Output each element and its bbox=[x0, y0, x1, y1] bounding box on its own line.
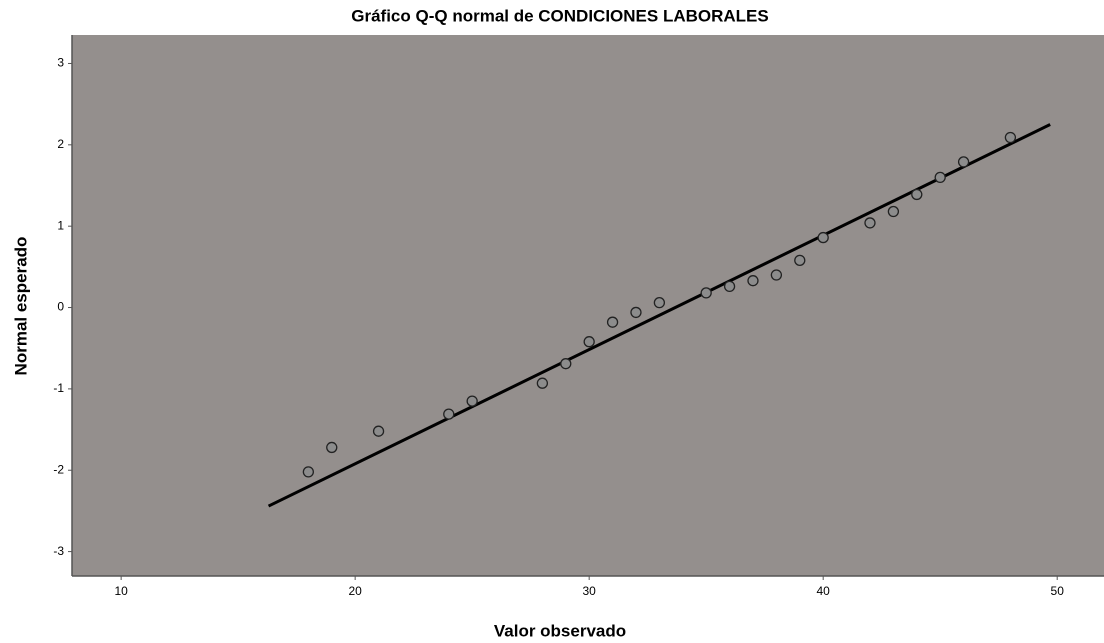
point bbox=[466, 395, 478, 407]
point bbox=[700, 287, 712, 299]
point bbox=[653, 297, 666, 309]
point bbox=[606, 316, 619, 328]
point bbox=[536, 377, 549, 389]
y-tick-label: -3 bbox=[53, 544, 64, 558]
point bbox=[747, 275, 759, 287]
point bbox=[911, 188, 923, 201]
point bbox=[1004, 131, 1017, 144]
x-axis-label: Valor observado bbox=[494, 621, 626, 640]
point bbox=[770, 269, 783, 281]
x-tick-label: 30 bbox=[582, 584, 596, 598]
y-tick-label: 1 bbox=[57, 218, 64, 232]
point bbox=[957, 156, 970, 168]
y-tick-label: 0 bbox=[57, 300, 64, 314]
chart-title: Gráfico Q-Q normal de CONDICIONES LABORA… bbox=[351, 6, 769, 25]
point bbox=[887, 205, 900, 218]
reference-line bbox=[267, 123, 1051, 508]
y-tick-label: 3 bbox=[57, 56, 64, 70]
point bbox=[864, 217, 876, 229]
point bbox=[560, 358, 572, 370]
point bbox=[302, 466, 315, 478]
point bbox=[794, 254, 806, 266]
x-tick-label: 20 bbox=[348, 584, 362, 598]
point bbox=[630, 306, 642, 319]
point bbox=[372, 425, 385, 437]
y-tick-label: -1 bbox=[53, 381, 64, 395]
point bbox=[934, 171, 946, 184]
x-tick-label: 10 bbox=[114, 584, 128, 598]
point bbox=[443, 408, 455, 420]
point bbox=[326, 441, 338, 454]
x-tick-label: 50 bbox=[1051, 584, 1065, 598]
x-tick-label: 40 bbox=[817, 584, 831, 598]
y-axis-label: Normal esperado bbox=[11, 237, 30, 376]
plot-area bbox=[72, 35, 1104, 576]
y-tick-label: -2 bbox=[53, 462, 64, 476]
point bbox=[817, 231, 829, 244]
point bbox=[723, 280, 736, 293]
y-tick-label: 2 bbox=[57, 137, 64, 151]
point bbox=[583, 336, 595, 348]
